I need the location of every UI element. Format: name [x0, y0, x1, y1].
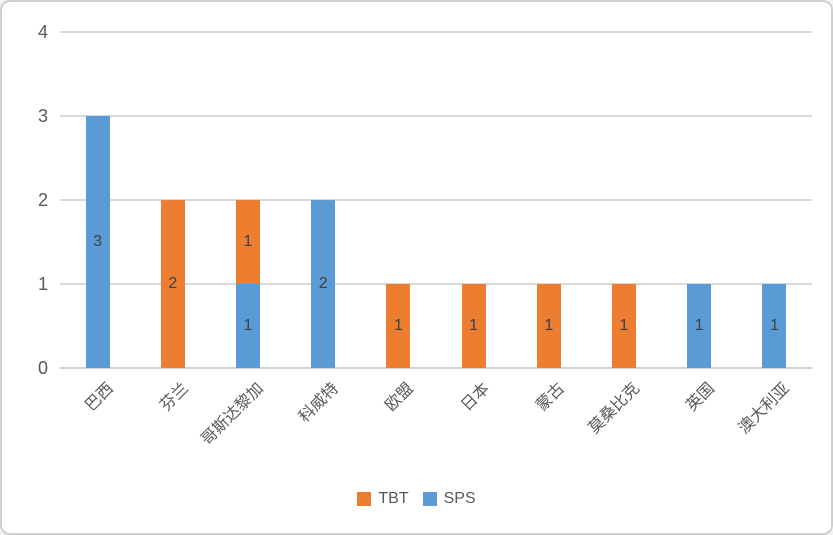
bar-segment-tbt-芬兰 [160, 200, 185, 368]
bar-segment-tbt-蒙古 [536, 284, 561, 368]
bar-segment-sps-哥斯达黎加 [236, 284, 260, 368]
data-label: 1 [393, 317, 403, 334]
y-tick-label: 1 [37, 274, 48, 294]
data-label: 2 [318, 275, 328, 292]
data-label: 1 [469, 317, 479, 334]
data-label: 2 [168, 275, 178, 292]
gridline [60, 115, 812, 117]
data-label: 1 [769, 317, 779, 334]
legend-swatch-icon [357, 492, 372, 506]
data-label: 1 [243, 317, 253, 334]
y-tick-label: 4 [37, 22, 48, 42]
bar-segment-tbt-哥斯达黎加 [236, 200, 260, 284]
bar-segment-sps-澳大利亚 [762, 284, 787, 368]
data-label: 1 [544, 317, 554, 334]
bar-segment-tbt-欧盟 [386, 284, 411, 368]
data-label: 3 [93, 233, 103, 250]
bar-segment-sps-巴西 [85, 116, 110, 368]
gridline [60, 31, 812, 33]
y-tick-label: 3 [37, 106, 48, 126]
legend-label: SPS [443, 490, 476, 507]
bar-segment-tbt-日本 [461, 284, 486, 368]
legend-swatch-icon [422, 492, 437, 506]
x-axis-line [60, 367, 812, 369]
data-label: 1 [694, 317, 704, 334]
legend-item-sps: SPS [422, 490, 476, 507]
data-label: 1 [619, 317, 629, 334]
bar-segment-sps-科威特 [311, 200, 336, 368]
gridline [60, 199, 812, 201]
data-label: 1 [243, 233, 253, 250]
y-tick-label: 2 [37, 190, 48, 210]
gridline [60, 283, 812, 285]
legend: TBT SPS [2, 491, 831, 507]
bar-segment-sps-英国 [687, 284, 712, 368]
bar-segment-tbt-莫桑比克 [612, 284, 636, 368]
legend-label: TBT [378, 490, 409, 507]
legend-item-tbt: TBT [357, 490, 409, 507]
y-tick-label: 0 [37, 358, 48, 378]
